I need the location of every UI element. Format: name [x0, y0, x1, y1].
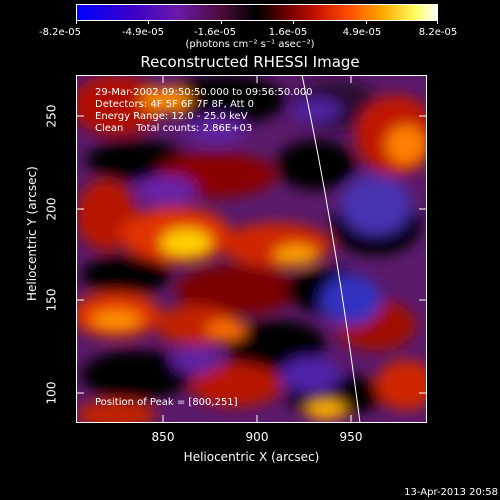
- y-tick-label: 250: [44, 104, 59, 128]
- image-title: Reconstructed RHESSI Image: [140, 53, 360, 71]
- solar-limb-line: [301, 75, 361, 423]
- colorbar-tick-label: 8.2e-05: [418, 27, 458, 38]
- annotation-detectors: Detectors: 4F 5F 6F 7F 8F, Att 0: [95, 99, 255, 110]
- colorbar-tick-mark: [76, 21, 77, 24]
- colorbar: [76, 4, 438, 21]
- y-axis-label: Heliocentric Y (arcsec): [25, 166, 39, 301]
- annotation-time-range: 29-Mar-2002 09:50:50.000 to 09:56:50.000: [95, 87, 313, 98]
- colorbar-tick-mark: [293, 21, 294, 24]
- colorbar-tick-mark: [366, 21, 367, 24]
- colorbar-tick-mark: [437, 21, 438, 24]
- colorbar-tick-label: 4.9e-05: [342, 27, 382, 38]
- plot-frame: [76, 75, 427, 423]
- x-tick-label: 950: [339, 430, 363, 444]
- x-tick-label: 900: [245, 430, 269, 444]
- y-tick-label: 200: [44, 197, 59, 221]
- y-tick-label: 100: [44, 381, 59, 405]
- colorbar-tick-label: -8.2e-05: [39, 27, 81, 38]
- annotation-energy-range: Energy Range: 12.0 - 25.0 keV: [95, 111, 248, 122]
- colorbar-tick-mark: [221, 21, 222, 24]
- rhessi-image-plot: [76, 75, 427, 423]
- x-tick-label: 850: [151, 430, 175, 444]
- axis-ticks: [76, 75, 427, 423]
- generation-timestamp: 13-Apr-2013 20:58: [404, 487, 498, 498]
- x-axis-label: Heliocentric X (arcsec): [183, 450, 320, 464]
- colorbar-tick-mark: [148, 21, 149, 24]
- colorbar-tick-label: -1.6e-05: [194, 27, 236, 38]
- image-map: [76, 75, 427, 423]
- y-tick-label: 150: [44, 288, 59, 312]
- colorbar-tick-label: -4.9e-05: [122, 27, 164, 38]
- colorbar-units: (photons cm⁻² s⁻¹ asec⁻²): [185, 39, 315, 50]
- annotation-clean-counts: Clean Total counts: 2.86E+03: [95, 123, 253, 134]
- annotation-peak-position: Position of Peak = [800,251]: [95, 397, 238, 408]
- colorbar-tick-label: 1.6e-05: [268, 27, 308, 38]
